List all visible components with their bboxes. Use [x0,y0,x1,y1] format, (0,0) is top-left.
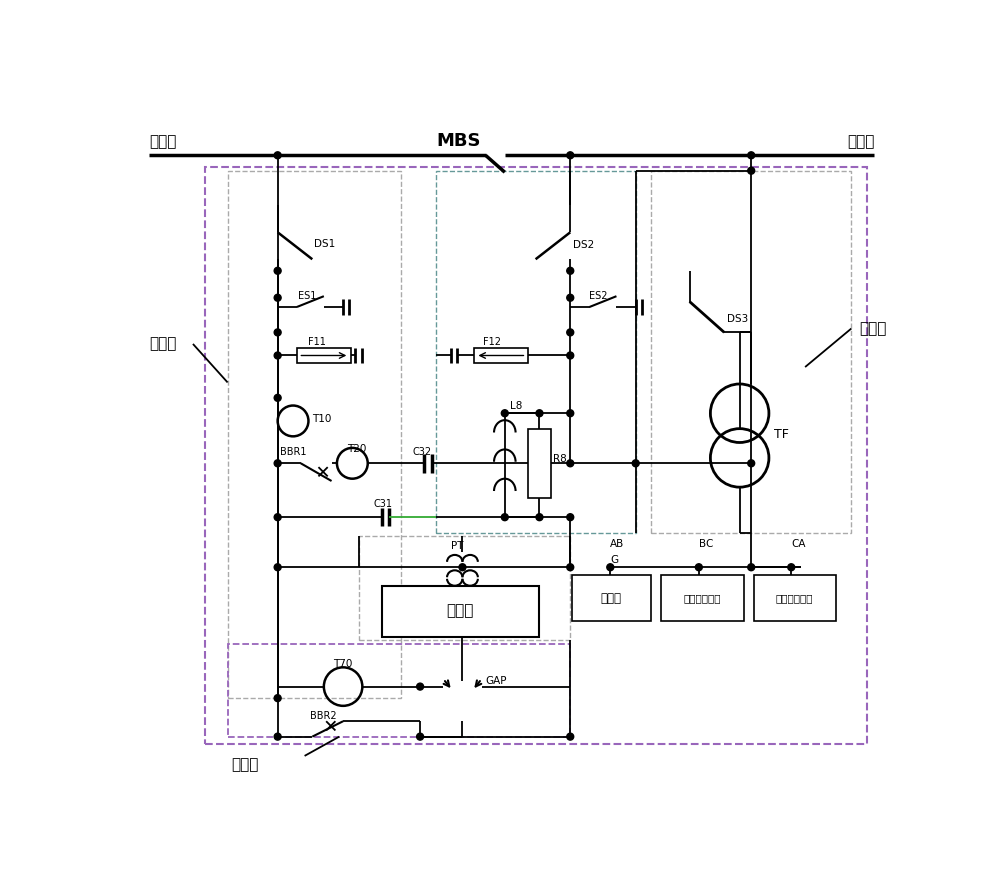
Circle shape [788,564,795,571]
Text: G: G [610,554,618,565]
Text: F11: F11 [308,338,326,347]
Circle shape [567,410,574,417]
Bar [205,167,867,745]
Text: 集装筱内照明: 集装筱内照明 [776,593,813,603]
Text: DS2: DS2 [573,240,594,250]
Circle shape [632,460,639,467]
Circle shape [607,564,614,571]
Text: TF: TF [774,428,789,441]
Bar [651,171,851,532]
Text: ES1: ES1 [298,291,317,301]
Circle shape [567,564,574,571]
Circle shape [417,683,424,690]
Text: AB: AB [610,539,625,549]
Circle shape [274,329,281,336]
Text: BC: BC [699,539,713,549]
Circle shape [536,514,543,521]
Text: CA: CA [791,539,806,549]
Circle shape [274,564,281,571]
Text: T20: T20 [347,444,366,453]
Text: F12: F12 [483,338,501,347]
Bar [228,645,570,737]
Bar [228,171,401,698]
Circle shape [501,410,508,417]
Circle shape [274,395,281,402]
Text: T10: T10 [312,415,332,424]
Text: ES2: ES2 [590,291,608,301]
Text: DS3: DS3 [727,314,748,324]
Circle shape [274,695,281,702]
Bar [382,587,539,637]
Circle shape [274,352,281,359]
Circle shape [567,514,574,521]
Circle shape [567,295,574,301]
Circle shape [274,267,281,275]
Text: L8: L8 [510,401,523,410]
Text: BBR2: BBR2 [310,711,337,721]
Circle shape [748,564,755,571]
Text: 柜内加热照明: 柜内加热照明 [683,593,721,603]
Circle shape [567,267,574,275]
Bar [528,429,551,498]
Bar [297,348,351,363]
Circle shape [274,460,281,467]
Text: 触发洿: 触发洿 [446,603,474,618]
Circle shape [567,733,574,740]
Text: PT: PT [451,541,463,552]
Circle shape [417,733,424,740]
Text: 旁路柜: 旁路柜 [231,758,259,773]
Text: 出线柜: 出线柜 [859,321,886,336]
Text: 进线柜: 进线柜 [149,337,176,352]
Bar [572,575,651,621]
Circle shape [536,410,543,417]
Circle shape [567,152,574,159]
Circle shape [274,733,281,740]
Text: MBS: MBS [436,132,481,151]
Text: T70: T70 [333,660,353,669]
Circle shape [567,460,574,467]
Text: R8: R8 [553,454,567,465]
Circle shape [748,168,755,175]
Circle shape [501,514,508,521]
Bar [436,171,636,532]
Circle shape [567,352,574,359]
Bar [754,575,836,621]
Text: 控制柜: 控制柜 [601,592,622,604]
Bar [358,537,570,640]
Text: BBR1: BBR1 [280,446,306,457]
Circle shape [748,152,755,159]
Circle shape [695,564,702,571]
Text: C31: C31 [374,499,393,510]
Text: C32: C32 [412,446,432,457]
Circle shape [567,329,574,336]
Circle shape [274,152,281,159]
Text: 负荷侧: 负荷侧 [847,134,874,149]
Bar [474,348,528,363]
Circle shape [274,514,281,521]
Text: 电源侧: 电源侧 [149,134,176,149]
Bar [661,575,744,621]
Circle shape [459,564,466,571]
Text: GAP: GAP [486,676,507,686]
Text: DS1: DS1 [314,239,335,249]
Circle shape [748,460,755,467]
Circle shape [274,295,281,301]
